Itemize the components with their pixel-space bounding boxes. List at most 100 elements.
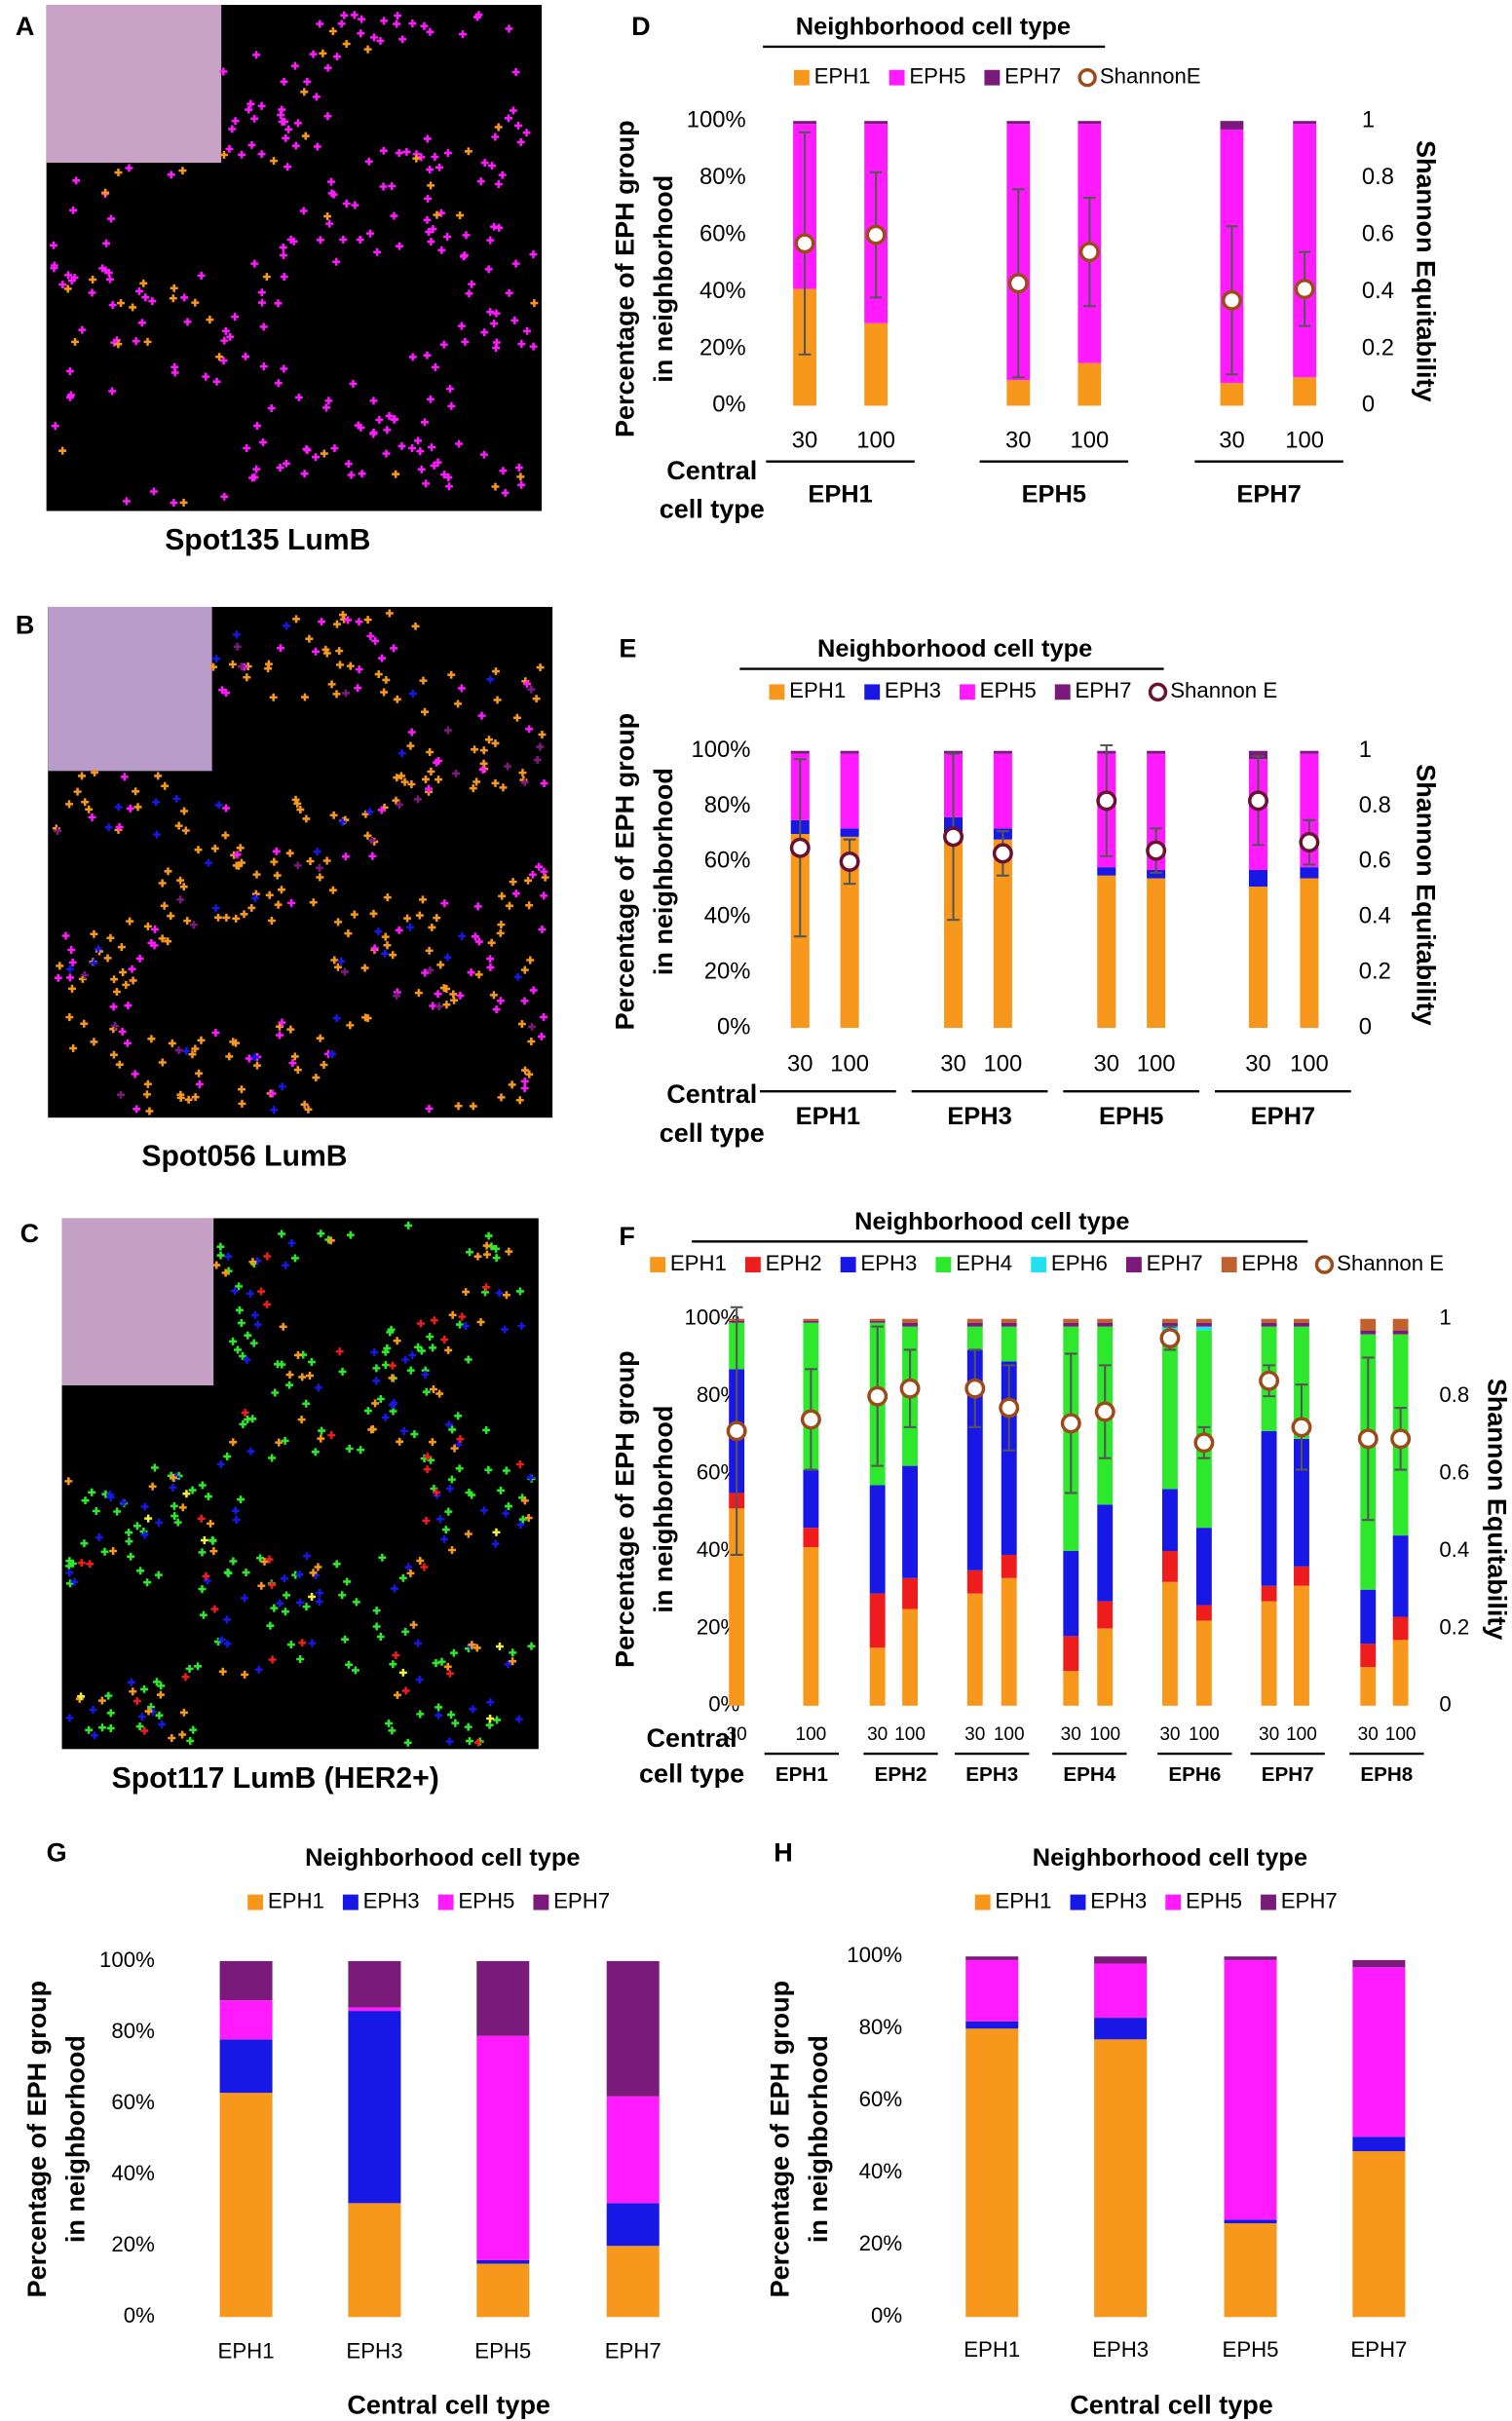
bar-segment <box>1352 2151 1406 2318</box>
bar-segment <box>1392 1318 1409 1331</box>
x-tick-label: 30 <box>964 1724 985 1745</box>
bar-segment <box>1094 2018 1148 2040</box>
shannon-marker <box>1291 1417 1312 1438</box>
bar-segment <box>966 1326 983 1350</box>
bar-segment <box>1261 1322 1277 1327</box>
cell-markers <box>65 622 522 1115</box>
legend-label: EPH7 <box>1147 1251 1203 1275</box>
x-tick-label: 100 <box>1286 1724 1317 1745</box>
shannon-marker <box>1247 790 1268 812</box>
group-label: EPH2 <box>875 1763 927 1786</box>
legend-swatch <box>793 69 810 86</box>
bar-segment <box>606 2096 660 2204</box>
y-tick-label: 80% <box>704 792 751 818</box>
legend-swatch <box>650 1257 666 1273</box>
legend-swatch <box>888 69 905 86</box>
y-tick-label: 40% <box>704 903 751 929</box>
bar-segment <box>1001 1318 1017 1323</box>
panel-label: B <box>16 611 35 640</box>
bar-segment <box>1195 1318 1212 1323</box>
x-tick-label: 30 <box>1245 1050 1270 1077</box>
bar-segment <box>1161 1330 1178 1490</box>
y-tick-label: 20% <box>704 958 751 984</box>
bar-segment <box>1261 1430 1277 1586</box>
x-tick-label: 100 <box>994 1724 1025 1745</box>
bar-segment <box>869 1485 886 1594</box>
x-tick-label: 30 <box>1358 1724 1379 1745</box>
shannon-marker <box>1146 840 1167 861</box>
bar-segment <box>1293 121 1317 125</box>
legend-swatch <box>247 1894 264 1910</box>
group-label: EPH4 <box>1063 1763 1115 1786</box>
bar-segment <box>1147 869 1166 879</box>
legend-label: EPH3 <box>860 1251 917 1275</box>
bar-segment <box>902 1318 919 1323</box>
panel-label: F <box>619 1222 635 1251</box>
group-label: EPH5 <box>1022 480 1086 508</box>
bar-segment <box>729 1508 745 1706</box>
bar-segment <box>1360 1644 1377 1668</box>
legend-label: Shannon E <box>1337 1251 1444 1275</box>
bar-segment <box>348 2203 401 2318</box>
bar-segment <box>1294 1585 1309 1706</box>
bar-segment <box>1352 1959 1406 1968</box>
x-tick-label: EPH5 <box>474 2339 531 2364</box>
bar-segment <box>1195 1620 1212 1706</box>
y-tick-label: 100% <box>692 737 751 763</box>
x-axis-title: cell type <box>639 1759 744 1788</box>
shannon-marker <box>1259 1370 1280 1391</box>
bar-segment <box>348 1960 401 2008</box>
cell-markers <box>54 642 545 1099</box>
x-tick-label: 30 <box>940 1050 966 1077</box>
bar-segment <box>965 2021 1019 2029</box>
legend-swatch <box>342 1894 359 1910</box>
bar-segment <box>1195 1605 1212 1621</box>
bar-segment <box>1147 750 1166 754</box>
bar-segment <box>840 828 859 837</box>
x-tick-label: 100 <box>1070 427 1109 453</box>
bar-segment <box>1248 869 1268 888</box>
legend-label: EPH8 <box>1241 1251 1298 1275</box>
bar-segment <box>803 1318 819 1321</box>
y-axis-title: in neighborhood <box>649 1406 678 1613</box>
x-axis-title: Central <box>666 1079 757 1109</box>
x-tick-label: 100 <box>984 1050 1023 1077</box>
y2-tick-label: 0.8 <box>1439 1382 1469 1407</box>
bar-segment <box>1220 121 1244 130</box>
x-tick-label: EPH3 <box>1092 2337 1149 2362</box>
bar-segment <box>1077 121 1102 125</box>
legend-label: EPH5 <box>458 1888 514 1912</box>
bar-segment <box>993 753 1012 829</box>
y-tick-label: 0% <box>871 2303 902 2327</box>
bar-segment <box>1293 377 1317 406</box>
x-tick-label: 100 <box>1189 1724 1220 1745</box>
bar-segment <box>1261 1318 1277 1323</box>
shannon-marker <box>899 1378 921 1399</box>
x-tick-label: 30 <box>787 1050 813 1077</box>
y-axis-title: in neighborhood <box>61 2035 91 2243</box>
panel-label: H <box>774 1837 793 1867</box>
bar-segment <box>803 1320 819 1323</box>
x-tick-label: 100 <box>894 1724 926 1745</box>
bar-segment <box>869 1593 886 1648</box>
bar-segment <box>476 1960 530 2036</box>
y-tick-label: 60% <box>704 848 751 874</box>
bar-segment <box>348 2011 401 2204</box>
bar-segment <box>1220 383 1244 406</box>
image-a-inset <box>46 5 222 164</box>
bar-segment <box>1063 1671 1079 1706</box>
y-axis-title: in neighborhood <box>649 175 678 383</box>
bar-segment <box>1392 1616 1409 1641</box>
shannon-marker <box>1078 242 1100 263</box>
x-tick-label: 30 <box>1005 427 1031 453</box>
y-tick-label: 20% <box>859 2231 902 2255</box>
bar-segment <box>1300 867 1319 879</box>
legend-swatch <box>769 684 785 700</box>
group-label: EPH7 <box>1262 1763 1314 1786</box>
y2-tick-label: 0.6 <box>1362 220 1394 246</box>
legend-swatch <box>1031 1257 1047 1273</box>
bar-segment <box>1300 750 1319 754</box>
x-axis-title: Central <box>647 1723 737 1753</box>
bar-segment <box>1006 380 1031 406</box>
